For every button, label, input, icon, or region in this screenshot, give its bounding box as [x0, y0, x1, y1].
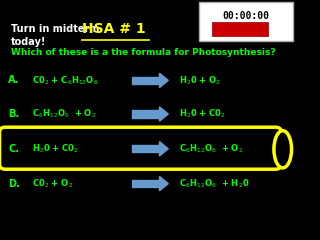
- Text: Which of these is a the formula for Photosynthesis?: Which of these is a the formula for Phot…: [11, 48, 276, 57]
- Text: C$_6$H$_{12}$O$_6$  + H$_2$0: C$_6$H$_{12}$O$_6$ + H$_2$0: [179, 177, 249, 190]
- FancyBboxPatch shape: [0, 127, 281, 169]
- Text: Turn in midterm
today!: Turn in midterm today!: [11, 24, 100, 47]
- Text: C$_6$H$_{12}$O$_6$  + O$_2$: C$_6$H$_{12}$O$_6$ + O$_2$: [179, 143, 243, 155]
- FancyBboxPatch shape: [212, 22, 268, 36]
- Text: H$_2$0 + C0$_2$: H$_2$0 + C0$_2$: [32, 143, 79, 155]
- Text: C0$_2$ + O$_2$: C0$_2$ + O$_2$: [32, 177, 73, 190]
- Text: H$_2$0 + O$_2$: H$_2$0 + O$_2$: [179, 74, 221, 87]
- Polygon shape: [159, 176, 168, 191]
- Polygon shape: [159, 107, 168, 121]
- Ellipse shape: [274, 131, 292, 168]
- Text: HSA # 1: HSA # 1: [82, 22, 146, 36]
- Text: C$_6$H$_{12}$O$_6$  + O$_2$: C$_6$H$_{12}$O$_6$ + O$_2$: [32, 108, 96, 120]
- Text: C0$_2$ + C$_6$H$_{12}$O$_6$: C0$_2$ + C$_6$H$_{12}$O$_6$: [32, 74, 98, 87]
- FancyBboxPatch shape: [199, 2, 293, 41]
- Text: D.: D.: [8, 179, 20, 189]
- Text: B.: B.: [8, 109, 20, 119]
- Text: A.: A.: [8, 75, 20, 85]
- Text: 00:00:00: 00:00:00: [222, 11, 269, 21]
- Text: C.: C.: [8, 144, 19, 154]
- Polygon shape: [159, 73, 168, 88]
- Text: H$_2$0 + C0$_2$: H$_2$0 + C0$_2$: [179, 108, 226, 120]
- Polygon shape: [159, 142, 168, 156]
